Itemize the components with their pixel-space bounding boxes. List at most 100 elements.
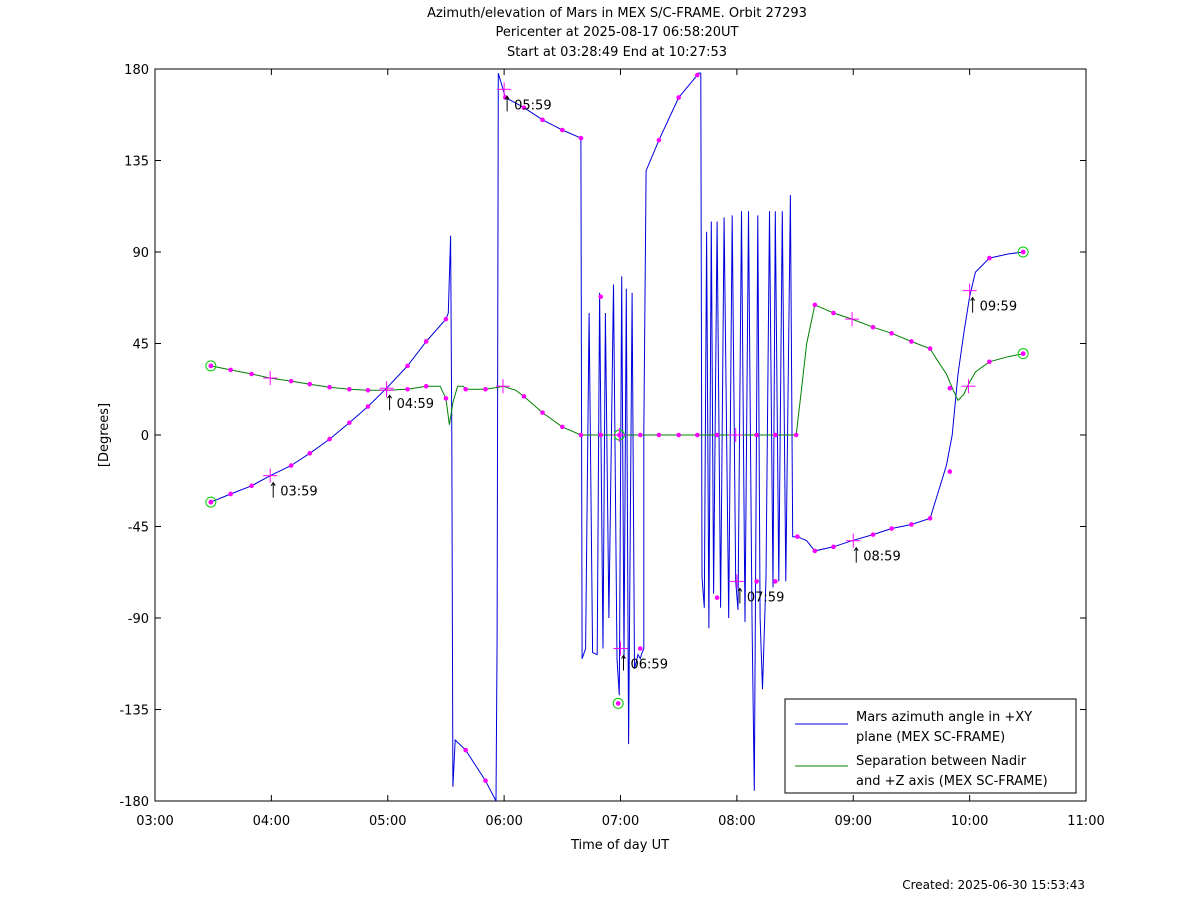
separation-marker	[812, 302, 818, 308]
hour-tick-label: 06:59	[631, 658, 668, 673]
endpoint-circle	[612, 697, 624, 709]
separation-marker	[249, 371, 254, 377]
separation-line	[210, 304, 1024, 436]
hour-tick-label: 07:59	[747, 590, 784, 605]
separation-marker	[772, 432, 778, 438]
data-markers	[205, 72, 1029, 783]
azimuth-marker	[521, 105, 527, 110]
endpoint-marker	[208, 363, 214, 369]
separation-marker	[676, 432, 681, 438]
legend-label-azimuth-1: Mars azimuth angle in +XY	[856, 710, 1032, 725]
separation-marker	[463, 386, 469, 392]
azimuth-marker	[831, 544, 836, 550]
endpoint-marker	[1020, 249, 1026, 255]
separation-marker	[927, 346, 933, 351]
azimuth-marker	[443, 316, 449, 322]
axis-ticks	[154, 68, 1087, 802]
x-tick-label: 11:00	[1067, 814, 1104, 829]
separation-marker	[365, 387, 371, 393]
azimuth-marker	[754, 579, 759, 584]
hour-tick-label: 09:59	[980, 300, 1017, 315]
series-lines	[210, 72, 1024, 802]
hour-tick-label: 08:59	[863, 550, 900, 565]
hour-pointer-arrow	[621, 654, 626, 659]
separation-marker	[598, 432, 604, 438]
separation-marker	[228, 367, 233, 373]
separation-marker	[560, 424, 565, 430]
azimuth-marker	[637, 646, 643, 651]
azimuth-marker	[909, 522, 914, 527]
hour-pointer-arrow	[737, 587, 743, 592]
azimuth-marker	[560, 127, 565, 133]
x-tick-label: 07:00	[602, 814, 639, 829]
y-tick-label: 90	[132, 246, 149, 261]
legend-label-separation-1: Separation between Nadir	[856, 754, 1027, 769]
created-timestamp: Created: 2025-06-30 15:53:43	[902, 878, 1085, 892]
separation-marker	[909, 339, 914, 344]
azimuth-marker	[772, 579, 778, 584]
legend-label-azimuth-2: plane (MEX SC-FRAME)	[856, 730, 1005, 745]
separation-marker	[637, 432, 643, 438]
legend-label-separation-2: and +Z axis (MEX SC-FRAME)	[856, 774, 1048, 789]
endpoint-circle	[1017, 348, 1029, 360]
y-tick-label: 135	[124, 155, 149, 170]
endpoint-marker	[615, 701, 621, 706]
azimuth-marker	[947, 469, 953, 474]
x-tick-label: 09:00	[835, 814, 872, 829]
separation-marker	[987, 359, 992, 365]
azimuth-marker	[656, 137, 662, 143]
hour-pointer-arrow	[504, 95, 510, 100]
azimuth-marker	[463, 747, 469, 753]
y-tick-label: -45	[128, 521, 149, 536]
y-tick-label: 45	[132, 338, 149, 353]
x-tick-label: 03:00	[136, 814, 173, 829]
separation-marker	[831, 310, 836, 316]
azimuth-marker	[695, 72, 700, 78]
separation-marker	[288, 378, 294, 384]
azimuth-marker	[540, 117, 545, 123]
y-tick-label: 0	[141, 429, 149, 444]
azimuth-marker	[365, 404, 371, 409]
chart-title-line-2: Pericenter at 2025-08-17 06:58:20UT	[495, 25, 738, 40]
hour-pointer-arrow	[270, 481, 276, 486]
hour-tick-label: 05:59	[514, 98, 551, 113]
hour-tick-label: 03:59	[280, 485, 317, 500]
y-tick-label: -90	[128, 612, 149, 627]
separation-marker	[405, 386, 410, 392]
separation-marker	[656, 432, 662, 438]
azimuth-marker	[327, 436, 332, 442]
separation-marker	[443, 396, 449, 401]
separation-marker	[889, 331, 894, 336]
x-tick-labels: 03:00 04:00 05:00 06:00 07:00 08:00 09:00 10:00…	[136, 814, 1104, 829]
azimuth-line	[210, 72, 1024, 802]
azimuth-marker	[598, 294, 604, 300]
x-axis-label: Time of day UT	[570, 838, 669, 853]
azimuth-marker	[676, 95, 681, 100]
y-tick-label: -135	[119, 704, 149, 719]
azimuth-marker	[889, 526, 894, 531]
azimuth-marker	[714, 595, 720, 600]
chart-title-line-1: Azimuth/elevation of Mars in MEX S/C-FRA…	[427, 6, 807, 21]
y-tick-label: 180	[124, 63, 149, 78]
azimuth-marker	[578, 135, 584, 141]
azimuth-marker	[347, 420, 352, 426]
azimuth-marker	[228, 491, 233, 497]
hour-pointer-arrow	[853, 546, 859, 552]
hour-pointer-arrow	[387, 394, 393, 399]
endpoint-marker	[1020, 351, 1026, 356]
azimuth-marker	[288, 463, 294, 468]
azimuth-marker	[423, 339, 429, 344]
x-tick-label: 06:00	[485, 814, 522, 829]
separation-marker	[695, 432, 700, 438]
separation-marker	[423, 383, 429, 389]
separation-marker	[793, 432, 799, 438]
separation-marker	[307, 381, 313, 387]
separation-marker	[521, 394, 527, 399]
y-axis-label: [Degrees]	[97, 403, 112, 467]
endpoint-circle	[1017, 246, 1029, 258]
separation-marker	[578, 432, 584, 438]
hour-tick-label: 04:59	[397, 397, 434, 412]
endpoint-circle	[205, 496, 217, 508]
azimuth-marker	[795, 534, 800, 539]
